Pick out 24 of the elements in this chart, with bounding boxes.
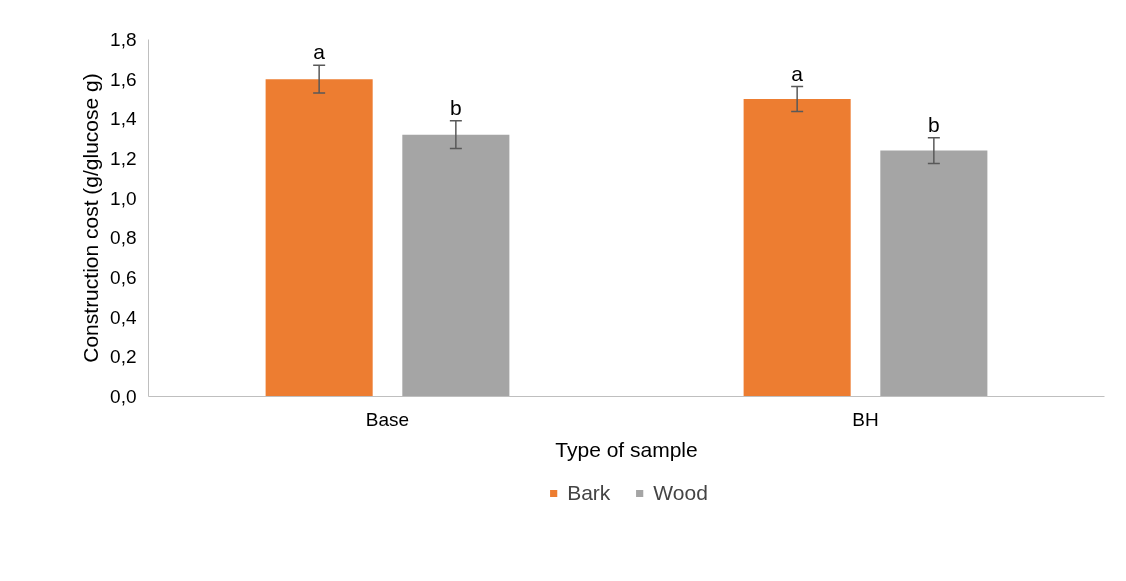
y-tick-label: 1,4 xyxy=(110,108,137,130)
legend-label: Wood xyxy=(653,481,708,505)
bar xyxy=(265,79,373,397)
y-tick-label: 0,4 xyxy=(110,306,137,328)
annotation: a xyxy=(791,61,804,85)
legend-label: Bark xyxy=(567,481,611,505)
x-tick-label: Base xyxy=(365,408,410,430)
bar xyxy=(743,99,851,397)
x-axis-title: Type of sample xyxy=(555,437,698,461)
y-tick-label: 0,6 xyxy=(110,267,137,288)
y-tick-label: 1,0 xyxy=(110,187,137,209)
y-tick-label: 0,0 xyxy=(110,386,137,407)
y-axis-title: Construction cost (g/glucose g) xyxy=(79,73,103,363)
x-tick-label: BH xyxy=(852,408,879,430)
bar xyxy=(402,134,510,397)
y-tick-label: 0,8 xyxy=(110,227,137,249)
y-tick-label: 1,8 xyxy=(110,29,137,50)
y-tick-label: 1,2 xyxy=(110,148,137,169)
annotation: b xyxy=(450,95,462,119)
y-tick-label: 1,6 xyxy=(110,68,137,90)
y-tick-label: 0,2 xyxy=(110,346,137,368)
annotation: a xyxy=(313,40,326,64)
bar xyxy=(880,150,988,397)
annotation: b xyxy=(928,112,940,136)
